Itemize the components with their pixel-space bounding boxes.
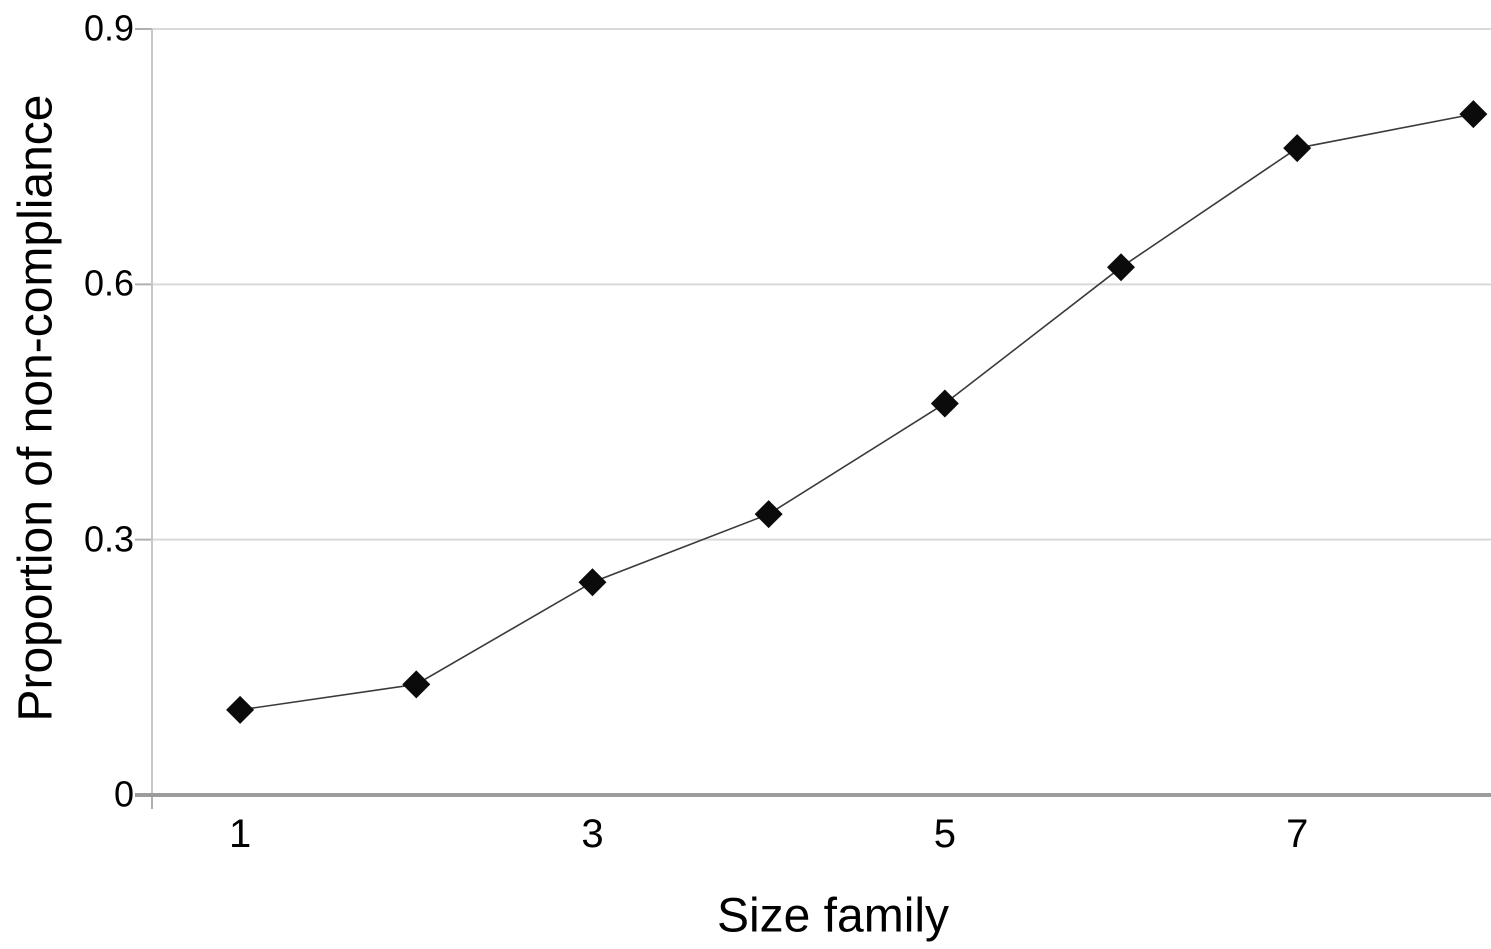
x-tick-label: 5 — [933, 812, 956, 856]
y-tick-label: 0.9 — [83, 7, 134, 49]
x-tick-label: 7 — [1286, 812, 1309, 856]
data-point-marker — [1459, 100, 1488, 129]
data-point-marker — [1107, 253, 1136, 282]
series-line — [239, 113, 1474, 711]
data-point-marker — [402, 670, 431, 699]
y-tick-label: 0.6 — [83, 262, 134, 304]
x-axis-title: Size family — [716, 889, 950, 943]
data-point-marker — [578, 568, 607, 597]
y-tick-label: 0.3 — [83, 517, 134, 559]
y-axis-title: Proportion of non-compliance — [9, 94, 63, 722]
data-point-marker — [754, 500, 783, 529]
data-point-marker — [226, 695, 255, 724]
y-tick-label: 0 — [113, 773, 134, 815]
x-tick-label: 1 — [228, 812, 252, 856]
x-tick-label: 3 — [581, 812, 604, 856]
data-point-marker — [930, 389, 959, 418]
data-point-marker — [1283, 134, 1312, 163]
